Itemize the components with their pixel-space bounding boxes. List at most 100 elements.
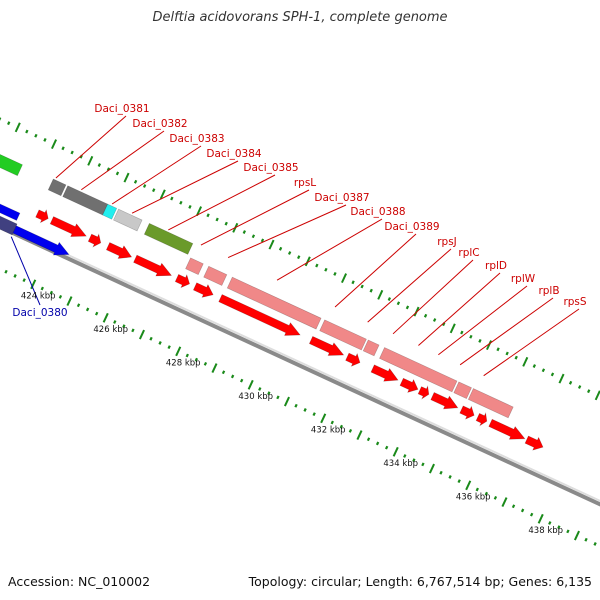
minor-tick: [369, 288, 373, 293]
minor-tick: [496, 347, 500, 352]
gene-label[interactable]: rpsJ: [437, 236, 457, 248]
minor-tick: [532, 364, 536, 368]
minor-tick: [260, 238, 265, 243]
gene-label[interactable]: Daci_0382: [132, 118, 187, 130]
major-tick: [51, 139, 58, 150]
gene-feature[interactable]: [345, 352, 361, 367]
minor-tick: [351, 280, 355, 285]
minor-tick: [577, 385, 582, 389]
minor-tick: [170, 196, 174, 201]
gene-label[interactable]: Daci_0383: [169, 133, 224, 145]
gene-feature[interactable]: [308, 335, 345, 356]
gene-feature[interactable]: [35, 208, 49, 224]
gene-feature[interactable]: [459, 405, 475, 420]
major-tick: [341, 273, 348, 284]
major-tick: [304, 256, 311, 267]
gene-label[interactable]: rpsL: [294, 177, 316, 189]
minor-tick: [149, 336, 153, 341]
gene-feature[interactable]: [49, 216, 87, 237]
feature-track: [0, 113, 544, 451]
gene-feature[interactable]: [453, 381, 472, 399]
major-tick: [320, 413, 327, 424]
minor-tick: [297, 255, 301, 260]
gene-feature[interactable]: [467, 388, 514, 419]
gene-feature[interactable]: [133, 254, 173, 277]
major-tick: [30, 279, 37, 290]
minor-tick: [460, 330, 464, 335]
gene-feature[interactable]: [362, 339, 380, 357]
minor-tick: [493, 495, 498, 500]
gene-feature[interactable]: [379, 347, 458, 393]
gene-feature[interactable]: [143, 223, 194, 255]
gene-label[interactable]: Daci_0385: [243, 162, 298, 174]
label-leader-line: [459, 297, 554, 366]
gene-feature[interactable]: [87, 233, 102, 248]
gene-feature[interactable]: [185, 257, 204, 276]
gene-feature[interactable]: [430, 392, 459, 410]
gene-label[interactable]: rplB: [538, 285, 559, 297]
gene-label[interactable]: Daci_0381: [94, 103, 149, 115]
major-tick: [196, 206, 203, 217]
minor-tick: [25, 129, 29, 134]
gene-feature[interactable]: [417, 385, 430, 400]
gene-feature[interactable]: [488, 418, 526, 440]
major-tick: [465, 480, 472, 491]
gene-label[interactable]: rplC: [458, 247, 479, 259]
backbone-line: [0, 224, 600, 507]
gene-feature[interactable]: [47, 178, 67, 197]
major-tick: [247, 379, 254, 390]
gene-feature[interactable]: [524, 435, 544, 451]
minor-tick: [7, 121, 11, 126]
gene-feature[interactable]: [0, 197, 18, 236]
gene-label[interactable]: rplD: [485, 260, 507, 272]
gene-feature[interactable]: [0, 194, 21, 221]
scale-tick-label: 428 kbp: [166, 358, 201, 368]
minor-tick: [115, 171, 120, 176]
minor-tick: [188, 205, 192, 209]
gene-feature[interactable]: [370, 364, 399, 382]
gene-feature[interactable]: [203, 265, 228, 286]
minor-tick: [122, 324, 126, 329]
label-leader-line: [418, 272, 501, 346]
minor-tick: [203, 361, 208, 366]
gene-feature[interactable]: [0, 113, 23, 177]
scale-tick-label: 434 kbp: [383, 459, 418, 469]
gene-feature[interactable]: [174, 273, 190, 289]
minor-tick: [405, 305, 410, 310]
label-leader-line: [483, 308, 580, 377]
minor-tick: [194, 357, 199, 362]
gene-label[interactable]: rplW: [511, 273, 536, 285]
gene-label[interactable]: Daci_0388: [350, 206, 405, 218]
gene-feature[interactable]: [102, 203, 118, 220]
gene-feature[interactable]: [192, 282, 214, 298]
gene-label[interactable]: Daci_0387: [314, 192, 369, 204]
gene-feature[interactable]: [218, 294, 301, 336]
gene-label[interactable]: Daci_0384: [206, 148, 262, 160]
label-leader-line: [10, 236, 41, 306]
major-tick: [501, 497, 508, 508]
minor-tick: [541, 368, 546, 373]
gene-feature[interactable]: [113, 208, 143, 232]
gene-label[interactable]: Daci_0380: [12, 307, 67, 319]
minor-tick: [4, 269, 8, 274]
gene-feature[interactable]: [399, 377, 419, 393]
gene-feature[interactable]: [475, 411, 488, 427]
label-leader-line: [227, 204, 347, 259]
gene-feature[interactable]: [62, 185, 109, 216]
scale-tick-label: 438 kbp: [528, 526, 563, 536]
minor-tick: [529, 512, 534, 517]
minor-tick: [423, 313, 428, 318]
minor-tick: [61, 146, 65, 151]
minor-tick: [22, 278, 26, 283]
gene-feature[interactable]: [319, 319, 367, 351]
label-leader-line: [276, 218, 383, 281]
gene-feature[interactable]: [226, 276, 322, 330]
minor-tick: [70, 150, 74, 155]
minor-tick: [85, 307, 90, 312]
label-leader-line: [168, 174, 276, 231]
gene-label[interactable]: Daci_0389: [384, 221, 439, 233]
major-tick: [102, 312, 109, 323]
gene-label[interactable]: rpsS: [563, 296, 586, 308]
gene-feature[interactable]: [105, 242, 133, 259]
gene-feature[interactable]: [12, 225, 70, 256]
